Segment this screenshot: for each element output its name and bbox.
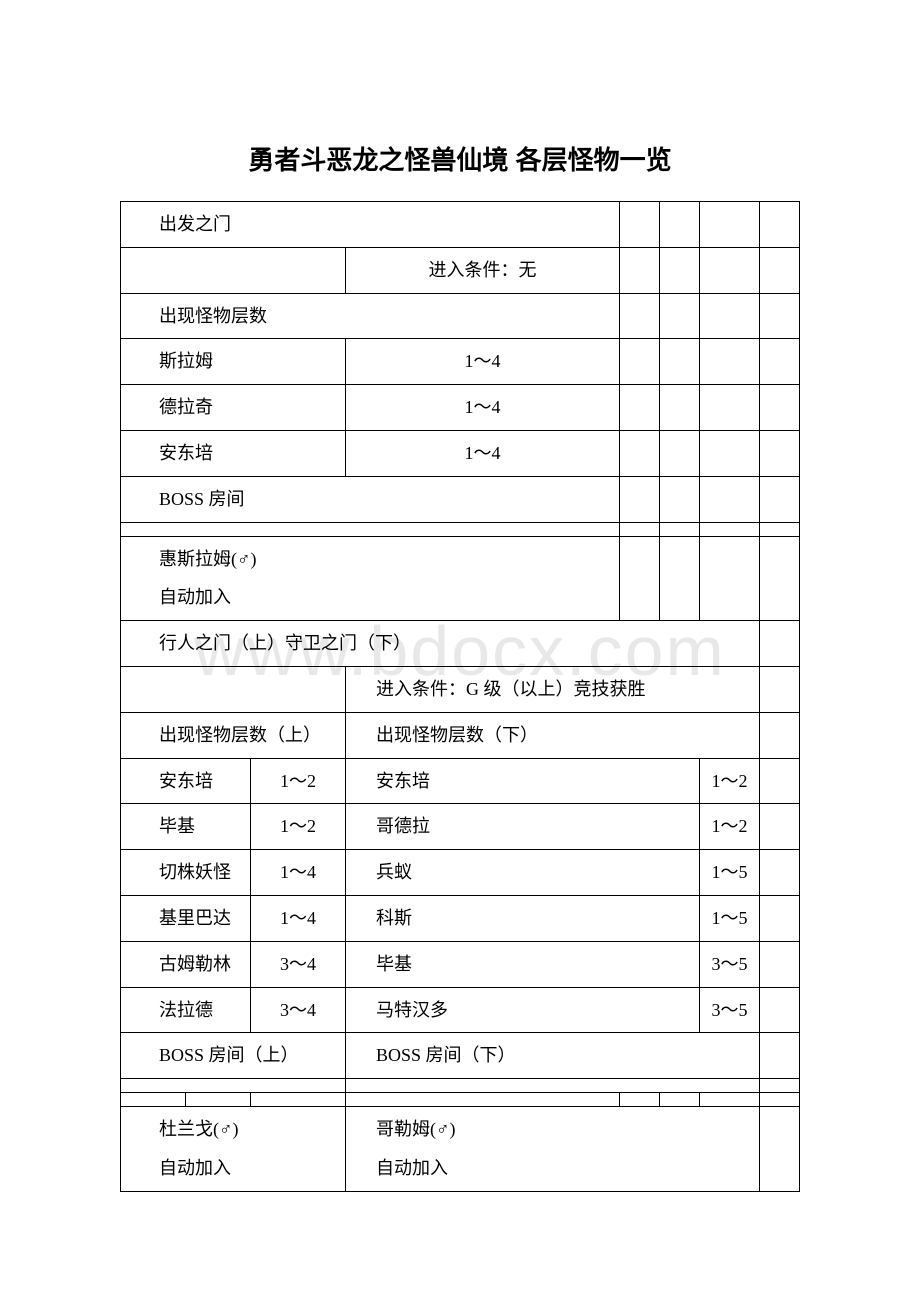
monster-name: 基里巴达: [121, 895, 251, 941]
table-row: 斯拉姆 1～4: [121, 339, 800, 385]
section-header: 出现怪物层数: [121, 293, 620, 339]
monster-table: 出发之门 进入条件：无 出现怪物层数 斯拉姆 1～4: [120, 201, 800, 1192]
monster-name: 马特汉多: [346, 987, 700, 1033]
table-row: 杜兰戈(♂) 自动加入 哥勒姆(♂) 自动加入: [121, 1107, 800, 1192]
monster-floors: 1～4: [346, 430, 620, 476]
monster-floors: 3～5: [700, 941, 760, 987]
monster-floors: 1～2: [251, 804, 346, 850]
auto-join-label: 自动加入: [159, 1154, 339, 1183]
boss-name: 哥勒姆(♂): [376, 1115, 753, 1144]
document-content: 勇者斗恶龙之怪兽仙境 各层怪物一览 出发之门 进入条件：无 出现怪物层数 斯拉姆: [0, 0, 920, 1232]
table-row: BOSS 房间（上） BOSS 房间（下）: [121, 1033, 800, 1079]
table-row: 安东培 1～4: [121, 430, 800, 476]
section-header-left: 出现怪物层数（上）: [121, 712, 346, 758]
monster-name: 德拉奇: [121, 385, 346, 431]
table-row: 切株妖怪 1～4 兵蚁 1～5: [121, 850, 800, 896]
table-row: 毕基 1～2 哥德拉 1～2: [121, 804, 800, 850]
monster-floors: 1～5: [700, 895, 760, 941]
entry-condition: 进入条件：G 级（以上）竞技获胜: [346, 666, 760, 712]
table-row: 进入条件：G 级（以上）竞技获胜: [121, 666, 800, 712]
monster-floors: 3～5: [700, 987, 760, 1033]
table-row: 基里巴达 1～4 科斯 1～5: [121, 895, 800, 941]
monster-name: 安东培: [121, 758, 251, 804]
table-row: 出现怪物层数（上） 出现怪物层数（下）: [121, 712, 800, 758]
monster-name: 哥德拉: [346, 804, 700, 850]
table-row: 惠斯拉姆(♂) 自动加入: [121, 536, 800, 621]
table-row: 安东培 1～2 安东培 1～2: [121, 758, 800, 804]
monster-floors: 1～4: [251, 850, 346, 896]
boss-cell: 惠斯拉姆(♂) 自动加入: [121, 536, 620, 621]
table-row: 法拉德 3～4 马特汉多 3～5: [121, 987, 800, 1033]
boss-cell: 杜兰戈(♂) 自动加入: [121, 1107, 346, 1192]
table-row: 行人之门（上）守卫之门（下）: [121, 621, 800, 667]
table-row: 古姆勒林 3～4 毕基 3～5: [121, 941, 800, 987]
monster-name: 安东培: [346, 758, 700, 804]
monster-floors: 1～2: [251, 758, 346, 804]
page-title: 勇者斗恶龙之怪兽仙境 各层怪物一览: [120, 140, 800, 177]
monster-floors: 1～2: [700, 758, 760, 804]
monster-floors: 1～2: [700, 804, 760, 850]
monster-floors: 3～4: [251, 941, 346, 987]
entry-condition: 进入条件：无: [346, 247, 620, 293]
monster-name: 安东培: [121, 430, 346, 476]
table-row: [121, 522, 800, 536]
monster-name: 毕基: [121, 804, 251, 850]
table-row: 出现怪物层数: [121, 293, 800, 339]
table-row: 出发之门: [121, 202, 800, 248]
monster-name: 毕基: [346, 941, 700, 987]
table-row: 进入条件：无: [121, 247, 800, 293]
monster-name: 科斯: [346, 895, 700, 941]
auto-join-label: 自动加入: [376, 1154, 753, 1183]
monster-floors: 3～4: [251, 987, 346, 1033]
monster-name: 斯拉姆: [121, 339, 346, 385]
monster-floors: 1～4: [251, 895, 346, 941]
monster-floors: 1～5: [700, 850, 760, 896]
monster-floors: 1～4: [346, 385, 620, 431]
boss-room-label: BOSS 房间（下）: [346, 1033, 760, 1079]
boss-name: 惠斯拉姆(♂): [159, 545, 613, 574]
monster-name: 古姆勒林: [121, 941, 251, 987]
boss-cell: 哥勒姆(♂) 自动加入: [346, 1107, 760, 1192]
boss-room-label: BOSS 房间: [121, 476, 620, 522]
table-row: BOSS 房间: [121, 476, 800, 522]
gate-name: 行人之门（上）守卫之门（下）: [121, 621, 760, 667]
boss-name: 杜兰戈(♂): [159, 1115, 339, 1144]
boss-room-label: BOSS 房间（上）: [121, 1033, 346, 1079]
monster-name: 兵蚁: [346, 850, 700, 896]
monster-name: 切株妖怪: [121, 850, 251, 896]
section-header-right: 出现怪物层数（下）: [346, 712, 760, 758]
gate-name: 出发之门: [121, 202, 620, 248]
table-row: [121, 1079, 800, 1093]
auto-join-label: 自动加入: [159, 583, 613, 612]
table-row: 德拉奇 1～4: [121, 385, 800, 431]
monster-name: 法拉德: [121, 987, 251, 1033]
table-row: [121, 1093, 800, 1107]
monster-floors: 1～4: [346, 339, 620, 385]
